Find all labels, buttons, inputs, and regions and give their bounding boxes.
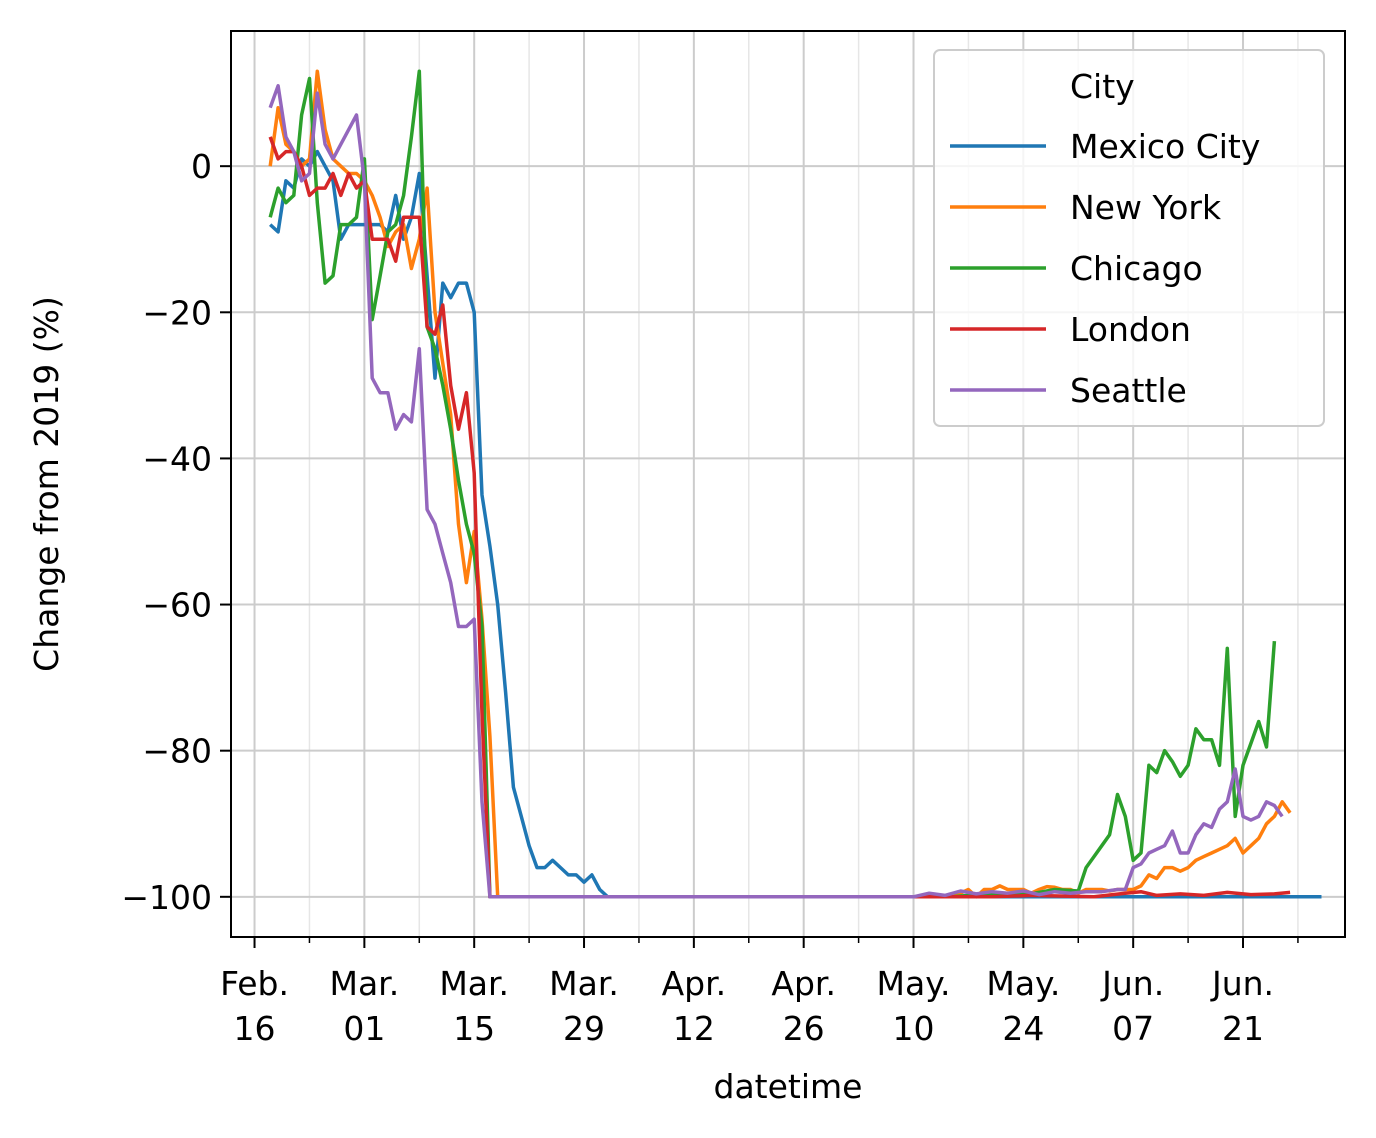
legend-label-seattle: Seattle [1070, 371, 1187, 410]
x-tick-label-day: 16 [234, 1009, 276, 1048]
plot-frame [230, 30, 1346, 938]
y-tick-label: 0 [191, 147, 212, 186]
x-tick-label-day: 24 [1002, 1009, 1044, 1048]
x-tick-label-month: Mar. [439, 964, 509, 1003]
legend-label-new-york: New York [1070, 188, 1222, 227]
y-tick-label: −60 [142, 586, 212, 625]
x-tick-label-day: 26 [783, 1009, 825, 1048]
x-axis-label: datetime [714, 1067, 863, 1106]
x-tick-label-month: May. [986, 964, 1060, 1003]
x-tick-label-day: 15 [453, 1009, 495, 1048]
x-tick-label-day: 21 [1222, 1009, 1264, 1048]
x-tick-label-day: 01 [343, 1009, 385, 1048]
series-layer [268, 69, 1322, 899]
series-line-seattle [268, 84, 1284, 899]
y-tick-label: −100 [121, 878, 212, 917]
x-tick-label-month: Mar. [329, 964, 399, 1003]
y-tick-label: −40 [142, 439, 212, 478]
x-tick-label-day: 12 [673, 1009, 715, 1048]
x-tick-label-day: 29 [563, 1009, 605, 1048]
legend-label-london: London [1070, 310, 1191, 349]
series-line-london [268, 136, 1291, 899]
legend-box [933, 49, 1325, 427]
x-tick-label-month: Mar. [549, 964, 619, 1003]
x-tick-label-day: 07 [1112, 1009, 1154, 1048]
x-tick-label-day: 10 [893, 1009, 935, 1048]
y-tick-label: −20 [142, 293, 212, 332]
legend-title: City [1070, 67, 1135, 106]
series-line-mexico-city [269, 149, 1322, 899]
x-tick-label-month: Apr. [662, 964, 727, 1003]
legend: City Mexico City New York Chicago London Sea… [933, 49, 1325, 427]
x-tick-label-month: Jun. [1100, 964, 1164, 1003]
legend-label-chicago: Chicago [1070, 249, 1203, 288]
y-tick-label: −80 [142, 732, 212, 771]
x-tick-label-month: Feb. [220, 964, 289, 1003]
axis-ticks: Feb. 16 Mar. 01 Mar. 15 Mar. 29 Apr. 12 Apr. 26 May.… [121, 147, 1299, 1048]
x-tick-label-month: May. [877, 964, 951, 1003]
x-tick-label-month: Apr. [771, 964, 836, 1003]
x-tick-label-month: Jun. [1210, 964, 1274, 1003]
y-axis-label: Change from 2019 (%) [27, 296, 66, 672]
legend-label-mexico-city: Mexico City [1070, 127, 1260, 166]
